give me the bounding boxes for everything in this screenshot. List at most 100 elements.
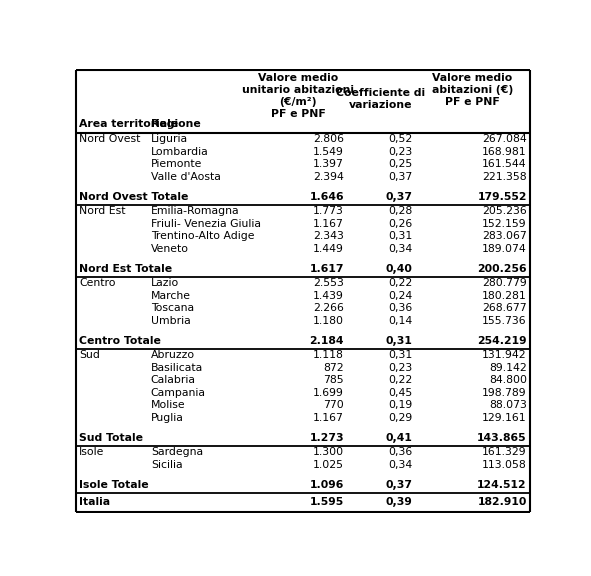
Text: 200.256: 200.256 <box>478 264 527 274</box>
Text: 0,37: 0,37 <box>386 480 413 490</box>
Text: 0,31: 0,31 <box>386 336 413 346</box>
Text: 0,45: 0,45 <box>388 388 413 397</box>
Text: 89.142: 89.142 <box>489 363 527 373</box>
Text: 0,37: 0,37 <box>388 172 413 181</box>
Text: 0,52: 0,52 <box>388 134 413 144</box>
Text: Emilia-Romagna: Emilia-Romagna <box>151 206 239 216</box>
Text: 155.736: 155.736 <box>482 316 527 325</box>
Text: Sud: Sud <box>79 350 100 360</box>
Text: 280.779: 280.779 <box>482 278 527 288</box>
Text: 0,14: 0,14 <box>388 316 413 325</box>
Text: 0,41: 0,41 <box>386 433 413 443</box>
Text: Nord Ovest Totale: Nord Ovest Totale <box>79 192 189 202</box>
Text: 785: 785 <box>323 375 344 385</box>
Text: 0,22: 0,22 <box>388 375 413 385</box>
Text: 1.096: 1.096 <box>310 480 344 490</box>
Text: 180.281: 180.281 <box>482 291 527 301</box>
Text: 1.025: 1.025 <box>313 460 344 470</box>
Text: 161.544: 161.544 <box>482 159 527 169</box>
Text: 0,23: 0,23 <box>388 146 413 157</box>
Text: Lazio: Lazio <box>151 278 179 288</box>
Text: Centro: Centro <box>79 278 115 288</box>
Text: Basilicata: Basilicata <box>151 363 203 373</box>
Text: 0,34: 0,34 <box>388 460 413 470</box>
Text: Trentino-Alto Adige: Trentino-Alto Adige <box>151 231 254 241</box>
Text: Nord Ovest: Nord Ovest <box>79 134 140 144</box>
Text: Marche: Marche <box>151 291 191 301</box>
Text: 1.773: 1.773 <box>313 206 344 216</box>
Text: 2.266: 2.266 <box>313 303 344 313</box>
Text: Nord Est Totale: Nord Est Totale <box>79 264 172 274</box>
Text: 0,26: 0,26 <box>388 218 413 229</box>
Text: 1.167: 1.167 <box>313 218 344 229</box>
Text: 1.180: 1.180 <box>313 316 344 325</box>
Text: 84.800: 84.800 <box>489 375 527 385</box>
Text: 0,22: 0,22 <box>388 278 413 288</box>
Text: 0,37: 0,37 <box>386 192 413 202</box>
Text: Valore medio
abitazioni (€)
PF e PNF: Valore medio abitazioni (€) PF e PNF <box>432 73 513 107</box>
Text: 1.167: 1.167 <box>313 413 344 423</box>
Text: 1.300: 1.300 <box>313 447 344 457</box>
Text: 1.595: 1.595 <box>310 497 344 507</box>
Text: Friuli- Venezia Giulia: Friuli- Venezia Giulia <box>151 218 261 229</box>
Text: 254.219: 254.219 <box>478 336 527 346</box>
Text: 0,40: 0,40 <box>386 264 413 274</box>
Text: Sardegna: Sardegna <box>151 447 203 457</box>
Text: 152.159: 152.159 <box>482 218 527 229</box>
Text: 1.449: 1.449 <box>313 244 344 253</box>
Text: Regione: Regione <box>151 119 200 129</box>
Text: 267.084: 267.084 <box>482 134 527 144</box>
Text: Coefficiente di
variazione: Coefficiente di variazione <box>336 88 426 110</box>
Text: Sud Totale: Sud Totale <box>79 433 143 443</box>
Text: 2.343: 2.343 <box>313 231 344 241</box>
Text: 221.358: 221.358 <box>482 172 527 181</box>
Text: 268.677: 268.677 <box>482 303 527 313</box>
Text: 2.553: 2.553 <box>313 278 344 288</box>
Text: 872: 872 <box>323 363 344 373</box>
Text: 283.067: 283.067 <box>482 231 527 241</box>
Text: 0,36: 0,36 <box>388 447 413 457</box>
Text: 0,24: 0,24 <box>388 291 413 301</box>
Text: Calabria: Calabria <box>151 375 196 385</box>
Text: 0,25: 0,25 <box>388 159 413 169</box>
Text: 1.646: 1.646 <box>310 192 344 202</box>
Text: 161.329: 161.329 <box>482 447 527 457</box>
Text: Toscana: Toscana <box>151 303 194 313</box>
Text: Centro Totale: Centro Totale <box>79 336 161 346</box>
Text: Sicilia: Sicilia <box>151 460 183 470</box>
Text: 0,34: 0,34 <box>388 244 413 253</box>
Text: 205.236: 205.236 <box>482 206 527 216</box>
Text: 88.073: 88.073 <box>489 400 527 410</box>
Text: 0,23: 0,23 <box>388 363 413 373</box>
Text: 0,36: 0,36 <box>388 303 413 313</box>
Text: Abruzzo: Abruzzo <box>151 350 195 360</box>
Text: Isole Totale: Isole Totale <box>79 480 148 490</box>
Text: 1.617: 1.617 <box>310 264 344 274</box>
Text: Valle d'Aosta: Valle d'Aosta <box>151 172 220 181</box>
Text: Area territoriale: Area territoriale <box>79 119 178 129</box>
Text: 0,31: 0,31 <box>388 231 413 241</box>
Text: 143.865: 143.865 <box>478 433 527 443</box>
Text: 0,31: 0,31 <box>388 350 413 360</box>
Text: Veneto: Veneto <box>151 244 189 253</box>
Text: 0,29: 0,29 <box>388 413 413 423</box>
Text: 1.699: 1.699 <box>313 388 344 397</box>
Text: Umbria: Umbria <box>151 316 190 325</box>
Text: Piemonte: Piemonte <box>151 159 202 169</box>
Text: Campania: Campania <box>151 388 206 397</box>
Text: 0,19: 0,19 <box>388 400 413 410</box>
Text: 189.074: 189.074 <box>482 244 527 253</box>
Text: 129.161: 129.161 <box>482 413 527 423</box>
Text: 1.397: 1.397 <box>313 159 344 169</box>
Text: Puglia: Puglia <box>151 413 184 423</box>
Text: 113.058: 113.058 <box>482 460 527 470</box>
Text: 179.552: 179.552 <box>478 192 527 202</box>
Text: 770: 770 <box>323 400 344 410</box>
Text: Isole: Isole <box>79 447 104 457</box>
Text: 1.273: 1.273 <box>310 433 344 443</box>
Text: 0,39: 0,39 <box>386 497 413 507</box>
Text: 168.981: 168.981 <box>482 146 527 157</box>
Text: 198.789: 198.789 <box>482 388 527 397</box>
Text: Nord Est: Nord Est <box>79 206 125 216</box>
Text: 131.942: 131.942 <box>482 350 527 360</box>
